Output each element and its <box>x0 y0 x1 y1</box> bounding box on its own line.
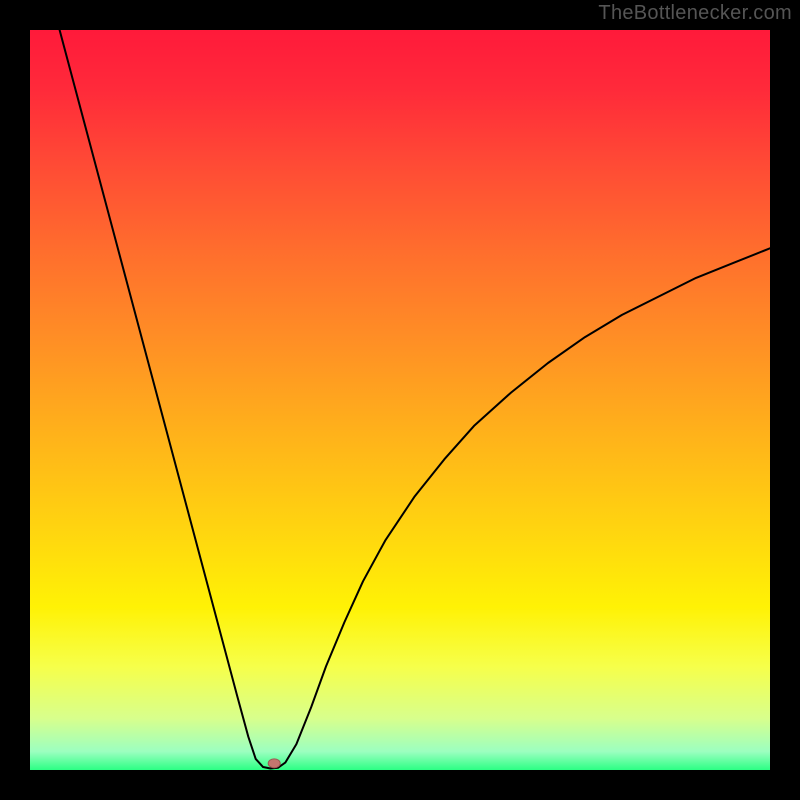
optimum-marker <box>268 759 280 768</box>
watermark-text: TheBottlenecker.com <box>598 2 792 25</box>
plot-area <box>30 30 770 770</box>
chart-svg <box>30 30 770 770</box>
outer-frame: TheBottlenecker.com <box>0 0 800 800</box>
gradient-background <box>30 30 770 770</box>
